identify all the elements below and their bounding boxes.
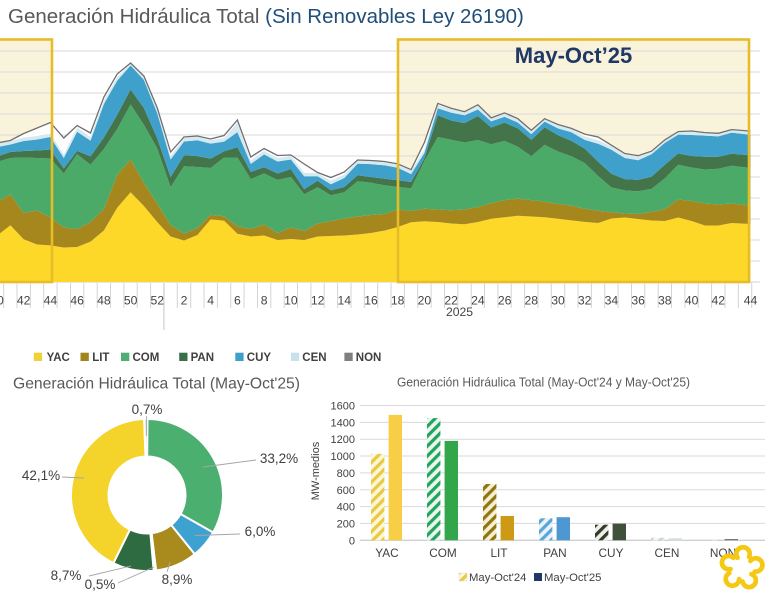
svg-text:14: 14 <box>338 294 352 308</box>
svg-text:0: 0 <box>349 535 355 547</box>
svg-text:30: 30 <box>551 294 565 308</box>
svg-text:33,2%: 33,2% <box>260 451 298 466</box>
svg-text:Generación Hidráulica Total (M: Generación Hidráulica Total (May-Oct'25) <box>13 376 300 393</box>
svg-text:600: 600 <box>337 485 355 497</box>
svg-text:800: 800 <box>337 468 355 480</box>
svg-text:PAN: PAN <box>543 546 566 560</box>
svg-text:42: 42 <box>712 294 726 308</box>
svg-text:44: 44 <box>744 294 758 308</box>
svg-text:May-Oct'24: May-Oct'24 <box>469 572 526 584</box>
svg-text:50: 50 <box>124 294 138 308</box>
svg-text:COM: COM <box>429 546 457 560</box>
svg-text:48: 48 <box>97 294 111 308</box>
svg-text:40: 40 <box>0 294 4 308</box>
svg-text:46: 46 <box>70 294 84 308</box>
svg-text:1400: 1400 <box>331 417 355 429</box>
svg-text:200: 200 <box>337 518 355 530</box>
svg-text:400: 400 <box>337 502 355 514</box>
svg-text:8: 8 <box>261 294 268 308</box>
svg-text:40: 40 <box>685 294 699 308</box>
svg-text:CUY: CUY <box>599 546 624 560</box>
svg-text:8,9%: 8,9% <box>162 572 193 587</box>
svg-text:8,7%: 8,7% <box>51 568 82 583</box>
svg-text:38: 38 <box>658 294 672 308</box>
svg-text:20: 20 <box>418 294 432 308</box>
svg-text:12: 12 <box>311 294 325 308</box>
svg-text:COM: COM <box>133 352 160 364</box>
svg-text:1600: 1600 <box>331 401 355 413</box>
svg-text:LIT: LIT <box>490 546 507 560</box>
svg-text:CUY: CUY <box>247 352 272 364</box>
svg-text:6,0%: 6,0% <box>245 524 276 539</box>
svg-text:10: 10 <box>284 294 298 308</box>
svg-text:MW-medios: MW-medios <box>310 441 322 500</box>
svg-text:34: 34 <box>605 294 619 308</box>
svg-text:0,7%: 0,7% <box>132 402 163 417</box>
svg-text:42,1%: 42,1% <box>22 468 60 483</box>
svg-text:CEN: CEN <box>655 546 680 560</box>
svg-text:2: 2 <box>181 294 188 308</box>
svg-text:LIT: LIT <box>92 352 109 364</box>
svg-text:PAN: PAN <box>191 352 214 364</box>
svg-text:0,5%: 0,5% <box>85 577 116 592</box>
svg-text:Generación Hidráulica Total (M: Generación Hidráulica Total (May-Oct'24 … <box>397 375 690 390</box>
svg-text:1000: 1000 <box>331 451 355 463</box>
svg-text:24: 24 <box>471 294 485 308</box>
svg-text:YAC: YAC <box>375 546 399 560</box>
svg-text:May-Oct'25: May-Oct'25 <box>544 572 601 584</box>
svg-text:32: 32 <box>578 294 592 308</box>
svg-text:1200: 1200 <box>331 434 355 446</box>
svg-text:6: 6 <box>234 294 241 308</box>
svg-text:52: 52 <box>151 294 165 308</box>
svg-text:16: 16 <box>364 294 378 308</box>
svg-text:26: 26 <box>498 294 512 308</box>
svg-text:36: 36 <box>631 294 645 308</box>
svg-text:2025: 2025 <box>446 305 473 319</box>
svg-text:NON: NON <box>356 352 382 364</box>
svg-text:CEN: CEN <box>302 352 326 364</box>
svg-text:YAC: YAC <box>47 352 70 364</box>
svg-text:22: 22 <box>444 294 458 308</box>
svg-text:18: 18 <box>391 294 405 308</box>
svg-text:4: 4 <box>207 294 214 308</box>
svg-text:44: 44 <box>44 294 58 308</box>
svg-text:42: 42 <box>17 294 31 308</box>
svg-text:28: 28 <box>525 294 539 308</box>
